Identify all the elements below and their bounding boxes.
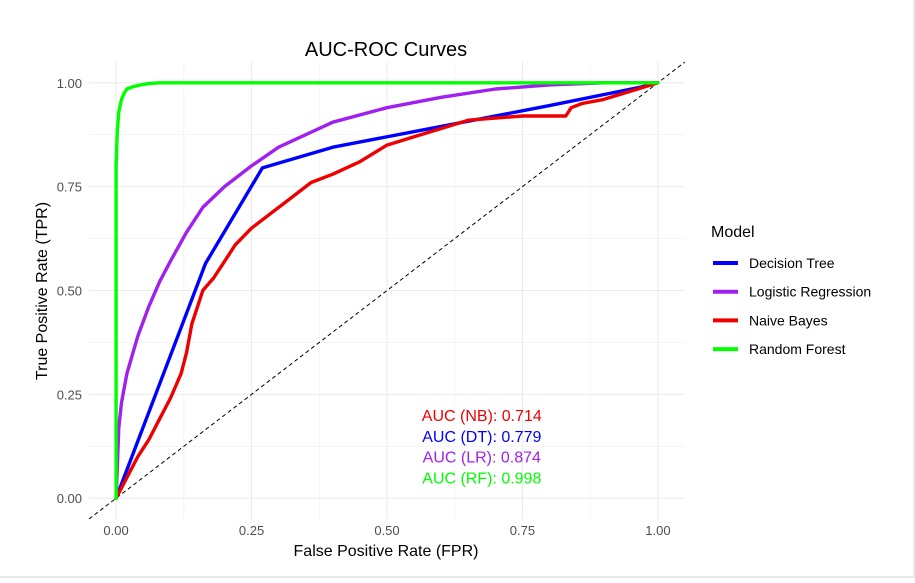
diagonal-reference-line [88, 61, 686, 520]
auc-annotation: AUC (RF): 0.998 [422, 470, 541, 487]
x-tick-label: 0.25 [239, 523, 264, 538]
series-line-logistic-regression [114, 81, 660, 500]
series-line-decision-tree [114, 81, 660, 500]
auc-annotations: AUC (NB): 0.714 AUC (DT): 0.779 AUC (LR): … [422, 408, 542, 487]
x-tick-label: 1.00 [645, 523, 670, 538]
auc-annotation: AUC (DT): 0.779 [422, 429, 541, 446]
series-line-random-forest [114, 81, 660, 500]
x-axis-title: False Positive Rate (FPR) [294, 543, 479, 560]
legend-label: Random Forest [749, 341, 846, 357]
legend-label: Logistic Regression [749, 284, 871, 300]
series-layer [114, 81, 660, 500]
y-axis-ticks: 0.00 0.25 0.50 0.75 1.00 [57, 76, 82, 506]
y-tick-label: 1.00 [57, 76, 82, 91]
frame-edge-bottom [0, 576, 915, 578]
y-tick-label: 0.25 [57, 387, 82, 402]
legend: Model Decision Tree Logistic Regression Na… [711, 224, 871, 357]
x-tick-label: 0.75 [510, 523, 535, 538]
frame-edge-right [913, 0, 915, 578]
chart-title: AUC-ROC Curves [305, 39, 467, 61]
y-tick-label: 0.50 [57, 284, 82, 299]
auc-annotation: AUC (NB): 0.714 [422, 408, 542, 425]
diagonal-reference [88, 61, 686, 520]
x-axis-ticks: 0.00 0.25 0.50 0.75 1.00 [103, 523, 670, 538]
y-tick-label: 0.75 [57, 180, 82, 195]
x-tick-label: 0.00 [103, 523, 128, 538]
legend-label: Decision Tree [749, 255, 835, 271]
auc-annotation: AUC (LR): 0.874 [423, 450, 541, 467]
legend-title: Model [711, 224, 755, 241]
y-tick-label: 0.00 [57, 491, 82, 506]
legend-label: Naive Bayes [749, 312, 828, 328]
y-axis-title: True Positive Rate (TPR) [34, 202, 51, 380]
x-tick-label: 0.50 [374, 523, 399, 538]
series-line-naive-bayes [114, 81, 660, 500]
